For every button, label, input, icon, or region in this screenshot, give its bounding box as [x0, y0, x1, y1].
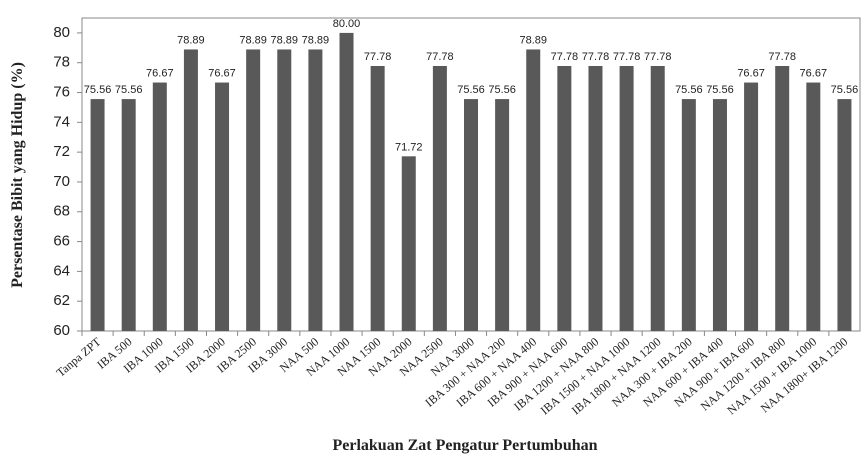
y-tick-label: 64 [53, 262, 70, 279]
value-label: 76.67 [800, 68, 828, 80]
value-label: 77.78 [551, 51, 579, 63]
y-tick-label: 60 [53, 322, 70, 339]
value-label: 78.89 [519, 34, 547, 46]
value-label: 77.78 [582, 51, 610, 63]
value-label: 78.89 [302, 34, 330, 46]
y-tick-label: 70 [53, 173, 70, 190]
bar [619, 65, 634, 331]
value-label: 75.56 [706, 84, 734, 96]
bar [712, 99, 727, 331]
bar [370, 65, 385, 331]
bar [339, 32, 354, 332]
bar [90, 99, 105, 331]
value-label: 78.89 [239, 34, 267, 46]
value-label: 75.56 [115, 84, 143, 96]
value-label: 71.72 [395, 141, 423, 153]
value-label: 77.78 [426, 51, 454, 63]
bar [526, 49, 541, 332]
bar [246, 49, 261, 332]
y-tick-label: 78 [53, 54, 70, 71]
value-label: 75.56 [84, 84, 112, 96]
bar [557, 65, 572, 331]
bar [215, 82, 230, 331]
value-label: 75.56 [457, 84, 485, 96]
bar [775, 65, 790, 331]
bar [464, 99, 478, 331]
bar [744, 82, 759, 331]
value-label: 77.78 [613, 51, 641, 63]
value-label: 78.89 [177, 34, 205, 46]
y-tick-label: 62 [53, 292, 70, 309]
y-tick-label: 72 [53, 143, 70, 160]
value-label: 76.67 [146, 68, 174, 80]
value-label: 76.67 [208, 68, 236, 80]
value-label: 75.56 [831, 84, 859, 96]
value-label: 77.78 [644, 51, 672, 63]
value-label: 77.78 [768, 51, 796, 63]
y-tick-label: 66 [53, 233, 70, 250]
bar [152, 82, 167, 331]
y-axis-title: Persentase Bibit yang Hidup (%) [9, 62, 26, 288]
bar [277, 49, 292, 332]
value-label: 78.89 [271, 34, 299, 46]
bar [495, 99, 510, 331]
value-label: 76.67 [737, 68, 765, 80]
value-label: 80.00 [333, 18, 361, 30]
value-label: 75.56 [488, 84, 516, 96]
bar [837, 99, 852, 331]
bar [681, 99, 696, 331]
y-tick-label: 68 [53, 203, 70, 220]
bar [308, 49, 323, 332]
bar [806, 82, 821, 331]
x-axis-title: Perlakuan Zat Pengatur Pertumbuhan [332, 437, 597, 454]
bar [432, 65, 447, 331]
y-tick-label: 74 [53, 113, 70, 130]
y-tick-label: 80 [53, 24, 70, 41]
value-label: 77.78 [364, 51, 392, 63]
bar [650, 65, 665, 331]
bar [121, 99, 136, 331]
x-tick-label: Tanpa ZPT [54, 334, 104, 380]
bar [183, 49, 198, 332]
bar [401, 156, 416, 331]
bar [588, 65, 603, 331]
value-label: 75.56 [675, 84, 703, 96]
y-tick-label: 76 [53, 83, 70, 100]
